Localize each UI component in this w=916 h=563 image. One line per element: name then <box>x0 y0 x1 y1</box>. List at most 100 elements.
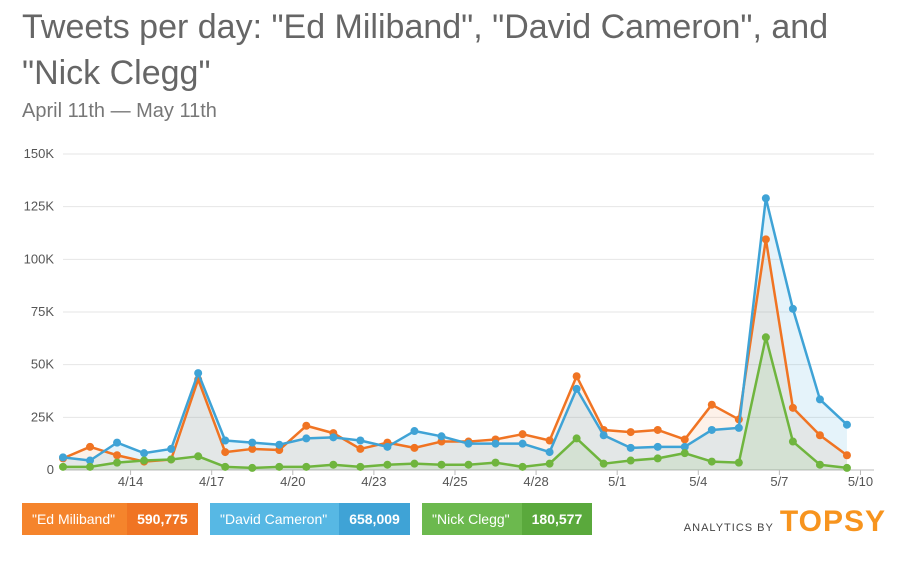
series-line-1 <box>62 196 848 462</box>
data-point-s0-22 <box>653 425 662 434</box>
data-point-s0-9 <box>302 421 311 430</box>
data-point-s0-24 <box>707 400 716 409</box>
y-tick-label: 25K <box>31 409 54 424</box>
data-point-s1-22 <box>653 442 662 451</box>
data-point-s2-7 <box>248 463 257 472</box>
series-line-0 <box>62 238 848 463</box>
data-point-s2-20 <box>599 459 608 468</box>
data-point-s0-27 <box>788 403 797 412</box>
brand-prefix: ANALYTICS BY <box>683 522 774 534</box>
data-point-s2-11 <box>356 462 365 471</box>
y-tick-label: 125K <box>24 199 55 214</box>
brand-name: TOPSY <box>779 505 886 538</box>
legend-david-cameron[interactable]: "David Cameron" 658,009 <box>210 503 410 535</box>
data-point-s1-3 <box>140 449 149 458</box>
data-point-s1-11 <box>356 436 365 445</box>
data-point-s2-28 <box>815 460 824 469</box>
x-tick-label: 4/14 <box>118 474 143 489</box>
data-point-s2-23 <box>680 449 689 458</box>
data-point-s2-1 <box>86 462 95 471</box>
legend-ed-miliband-total: 590,775 <box>127 503 198 535</box>
data-point-s2-2 <box>113 458 122 467</box>
data-point-s1-16 <box>491 439 500 448</box>
data-point-s2-3 <box>140 456 149 465</box>
data-point-s0-13 <box>410 443 419 452</box>
data-point-s1-28 <box>815 395 824 404</box>
data-point-s0-23 <box>680 435 689 444</box>
y-tick-label: 150K <box>24 146 55 161</box>
legend-nick-clegg-label: "Nick Clegg" <box>422 503 522 535</box>
data-point-s1-6 <box>221 436 230 445</box>
data-point-s1-18 <box>545 448 554 457</box>
data-point-s2-18 <box>545 459 554 468</box>
data-point-s2-6 <box>221 462 230 471</box>
data-point-s1-21 <box>626 443 635 452</box>
data-point-s0-2 <box>113 451 122 460</box>
data-point-s2-22 <box>653 454 662 463</box>
x-tick-label: 4/20 <box>280 474 305 489</box>
data-point-s1-10 <box>329 433 338 442</box>
data-point-s1-17 <box>518 439 527 448</box>
legend-nick-clegg[interactable]: "Nick Clegg" 180,577 <box>422 503 593 535</box>
data-point-s1-8 <box>275 440 284 449</box>
data-point-s1-0 <box>59 453 67 462</box>
data-point-s2-4 <box>167 455 176 464</box>
data-point-s2-8 <box>275 462 284 471</box>
data-point-s2-14 <box>437 460 446 469</box>
data-point-s1-25 <box>734 423 743 432</box>
y-tick-label: 75K <box>31 304 54 319</box>
data-point-s1-15 <box>464 439 473 448</box>
data-point-s0-26 <box>761 235 770 244</box>
x-tick-label: 4/28 <box>523 474 548 489</box>
data-point-s2-27 <box>788 437 797 446</box>
data-point-s0-11 <box>356 444 365 453</box>
data-point-s1-12 <box>383 442 392 451</box>
data-point-s1-26 <box>761 194 770 203</box>
data-point-s1-19 <box>572 384 581 393</box>
legend-david-cameron-total: 658,009 <box>339 503 410 535</box>
data-point-s0-21 <box>626 428 635 437</box>
data-point-s2-10 <box>329 460 338 469</box>
data-point-s2-12 <box>383 460 392 469</box>
data-point-s1-7 <box>248 438 257 447</box>
data-point-s1-5 <box>194 369 203 378</box>
chart-subtitle: April 11th — May 11th <box>22 100 217 122</box>
x-tick-label: 4/23 <box>361 474 386 489</box>
y-tick-label: 50K <box>31 357 54 372</box>
data-point-s2-19 <box>572 434 581 443</box>
data-point-s2-5 <box>194 452 203 461</box>
data-point-s1-13 <box>410 427 419 436</box>
topsy-brand[interactable]: ANALYTICS BY TOPSY <box>684 505 886 539</box>
data-point-s0-6 <box>221 448 230 457</box>
data-point-s2-9 <box>302 462 311 471</box>
data-point-s0-17 <box>518 430 527 439</box>
tweets-line-chart: 0 25K 50K 75K 100K 125K 150K 4/14 4/17 4/20 4/23 4/… <box>24 146 874 489</box>
data-point-s1-14 <box>437 432 446 441</box>
data-point-s0-7 <box>248 444 257 453</box>
data-point-s2-24 <box>707 457 716 466</box>
x-tick-label: 5/10 <box>848 474 873 489</box>
data-point-s2-25 <box>734 458 743 467</box>
data-point-s2-29 <box>842 463 851 472</box>
x-tick-label: 4/25 <box>442 474 467 489</box>
legend-nick-clegg-total: 180,577 <box>521 503 593 535</box>
x-tick-label: 4/17 <box>199 474 224 489</box>
series-area-1 <box>63 198 847 471</box>
data-point-s1-29 <box>842 420 851 429</box>
data-point-s1-9 <box>302 434 311 443</box>
data-point-s1-2 <box>113 438 122 447</box>
data-point-s1-20 <box>599 431 608 440</box>
y-tick-label: 100K <box>24 251 55 266</box>
series-line-2 <box>63 336 848 470</box>
legend-david-cameron-label: "David Cameron" <box>210 503 340 535</box>
data-point-s2-26 <box>761 333 770 342</box>
data-point-s1-24 <box>707 425 716 434</box>
chart-title: Tweets per day: "Ed Miliband", "David Ca… <box>22 8 829 92</box>
data-point-s2-15 <box>464 460 473 469</box>
data-point-s1-1 <box>86 456 95 465</box>
data-point-s0-29 <box>842 451 851 460</box>
data-point-s2-16 <box>491 458 500 467</box>
legend-ed-miliband[interactable]: "Ed Miliband" 590,775 <box>22 503 198 535</box>
data-point-s1-23 <box>680 442 689 451</box>
x-tick-label: 5/4 <box>689 474 707 489</box>
